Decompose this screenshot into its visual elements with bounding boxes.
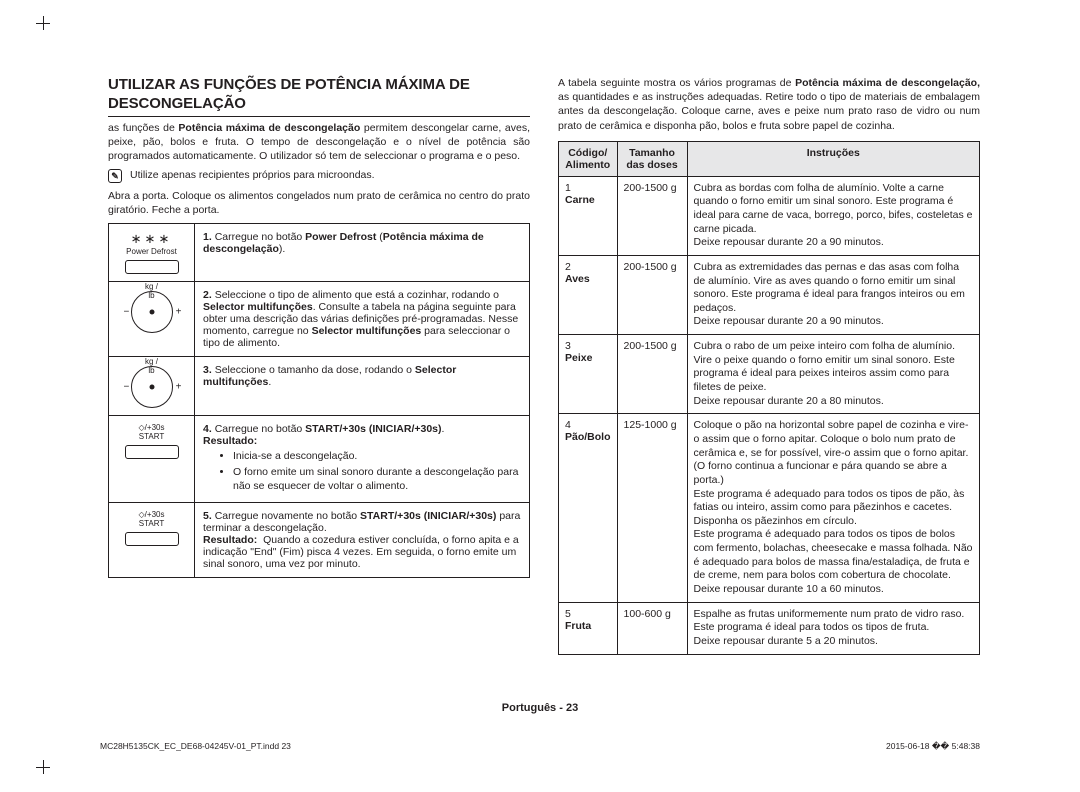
table-row: 4Pão/Bolo125-1000 gColoque o pão na hori…	[559, 414, 980, 602]
control-illustration: kg / lb −+	[109, 357, 195, 416]
programs-table: Código/ Alimento Tamanho das doses Instr…	[558, 141, 980, 655]
cell-instr: Cubra as bordas com folha de alumínio. V…	[687, 176, 979, 255]
step-text: 5. Carregue novamente no botão START/+30…	[195, 503, 530, 578]
cell-size: 200-1500 g	[617, 176, 687, 255]
table-row: 1Carne200-1500 gCubra as bordas com folh…	[559, 176, 980, 255]
left-column: UTILIZAR AS FUNÇÕES DE POTÊNCIA MÁXIMA D…	[108, 76, 530, 655]
control-illustration: ◇/+30s START	[109, 416, 195, 503]
cell-code: 5Fruta	[559, 602, 618, 654]
print-footline: MC28H5135CK_EC_DE68-04245V-01_PT.indd 23…	[100, 741, 980, 752]
table-row: kg / lb −+ 2. Seleccione o tipo de alime…	[109, 282, 530, 357]
table-row: 5Fruta100-600 gEspalhe as frutas uniform…	[559, 602, 980, 654]
start-sublabel: START	[117, 519, 186, 528]
cell-size: 125-1000 g	[617, 414, 687, 602]
cell-size: 200-1500 g	[617, 335, 687, 414]
cell-instr: Cubra o rabo de um peixe inteiro com fol…	[687, 335, 979, 414]
footline-file: MC28H5135CK_EC_DE68-04245V-01_PT.indd 23	[100, 741, 291, 752]
start-sublabel: START	[117, 432, 186, 441]
cell-code: 3Peixe	[559, 335, 618, 414]
crop-mark-icon	[36, 760, 50, 774]
manual-page: UTILIZAR AS FUNÇÕES DE POTÊNCIA MÁXIMA D…	[40, 20, 1040, 770]
right-intro: A tabela seguinte mostra os vários progr…	[558, 76, 980, 133]
dial-icon: kg / lb −+	[131, 366, 173, 408]
col-instr: Instruções	[687, 141, 979, 176]
cell-code: 1Carne	[559, 176, 618, 255]
table-row: ∗∗∗ Power Defrost 1. Carregue no botão P…	[109, 224, 530, 282]
control-illustration: ∗∗∗ Power Defrost	[109, 224, 195, 282]
power-defrost-label: Power Defrost	[117, 247, 186, 256]
step-text: 3. Seleccione o tamanho da dose, rodando…	[195, 357, 530, 416]
cell-code: 4Pão/Bolo	[559, 414, 618, 602]
list-item: O forno emite um sinal sonoro durante a …	[233, 466, 521, 493]
note-text: Utilize apenas recipientes próprios para…	[130, 169, 375, 181]
table-header-row: Código/ Alimento Tamanho das doses Instr…	[559, 141, 980, 176]
cell-code: 2Aves	[559, 255, 618, 334]
cell-instr: Coloque o pão na horizontal sobre papel …	[687, 414, 979, 602]
footline-date: 2015-06-18 �� 5:48:38	[886, 741, 980, 752]
button-icon	[125, 532, 179, 546]
col-code: Código/ Alimento	[559, 141, 618, 176]
control-illustration: ◇/+30s START	[109, 503, 195, 578]
intro-paragraph-2: Abra a porta. Coloque os alimentos conge…	[108, 189, 530, 217]
note: ✎ Utilize apenas recipientes próprios pa…	[108, 169, 530, 183]
defrost-icon: ∗∗∗	[117, 231, 186, 247]
step-text: 4. Carregue no botão START/+30s (INICIAR…	[195, 416, 530, 503]
col-size: Tamanho das doses	[617, 141, 687, 176]
start-label: ◇/+30s	[117, 423, 186, 432]
list-item: Inicia-se a descongelação.	[233, 450, 521, 464]
table-row: 2Aves200-1500 gCubra as extremidades das…	[559, 255, 980, 334]
result-list: Inicia-se a descongelação. O forno emite…	[233, 450, 521, 493]
steps-table: ∗∗∗ Power Defrost 1. Carregue no botão P…	[108, 223, 530, 578]
table-row: 3Peixe200-1500 gCubra o rabo de um peixe…	[559, 335, 980, 414]
step-text: 1. Carregue no botão Power Defrost (Potê…	[195, 224, 530, 282]
button-icon	[125, 445, 179, 459]
control-illustration: kg / lb −+	[109, 282, 195, 357]
note-icon: ✎	[108, 169, 122, 183]
button-icon	[125, 260, 179, 274]
table-row: ◇/+30s START 5. Carregue novamente no bo…	[109, 503, 530, 578]
page-footer: Português - 23	[40, 702, 1040, 714]
table-row: kg / lb −+ 3. Seleccione o tamanho da do…	[109, 357, 530, 416]
cell-instr: Espalhe as frutas uniformemente num prat…	[687, 602, 979, 654]
right-column: A tabela seguinte mostra os vários progr…	[558, 76, 980, 655]
dial-icon: kg / lb −+	[131, 291, 173, 333]
cell-size: 200-1500 g	[617, 255, 687, 334]
cell-instr: Cubra as extremidades das pernas e das a…	[687, 255, 979, 334]
section-title: UTILIZAR AS FUNÇÕES DE POTÊNCIA MÁXIMA D…	[108, 76, 530, 117]
cell-size: 100-600 g	[617, 602, 687, 654]
table-row: ◇/+30s START 4. Carregue no botão START/…	[109, 416, 530, 503]
start-label: ◇/+30s	[117, 510, 186, 519]
step-text: 2. Seleccione o tipo de alimento que est…	[195, 282, 530, 357]
crop-mark-icon	[36, 16, 50, 30]
intro-paragraph: as funções de Potência máxima de descong…	[108, 121, 530, 164]
